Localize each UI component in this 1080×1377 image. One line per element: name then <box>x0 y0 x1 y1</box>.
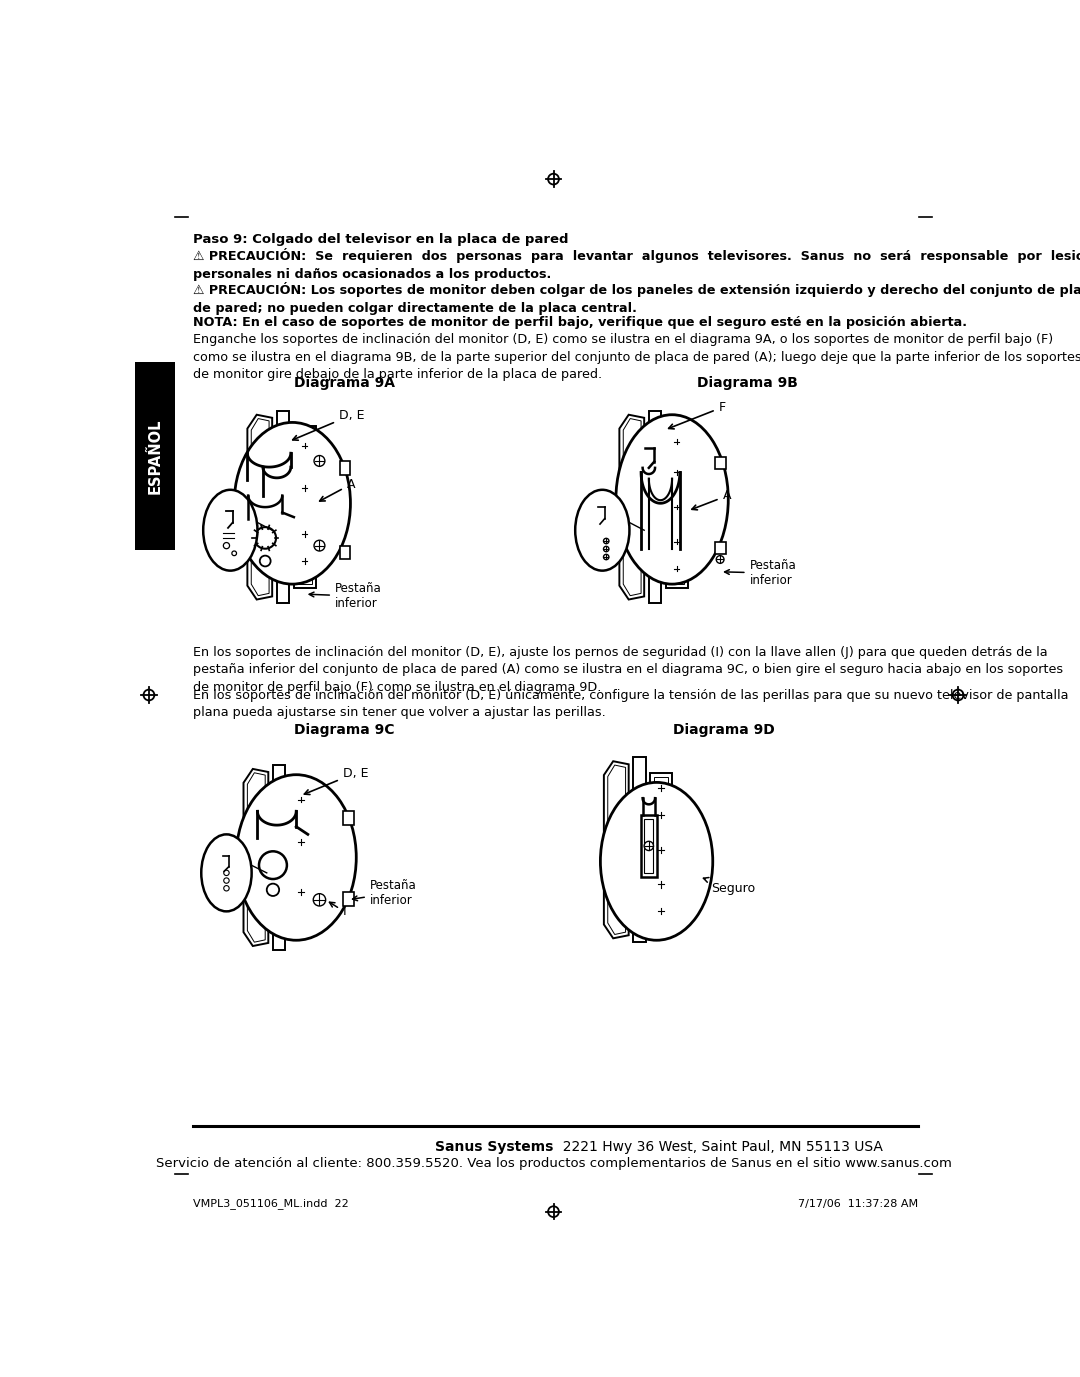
Text: Enganche los soportes de inclinación del monitor (D, E) como se ilustra en el di: Enganche los soportes de inclinación del… <box>193 333 1080 381</box>
Text: ⚠ PRECAUCIÓN:  Se  requieren  dos  personas  para  levantar  algunos  televisore: ⚠ PRECAUCIÓN: Se requieren dos personas … <box>193 248 1080 281</box>
Polygon shape <box>619 414 644 599</box>
Polygon shape <box>247 772 266 942</box>
Ellipse shape <box>616 414 728 584</box>
Text: ⚠ PRECAUCIÓN: Los soportes de monitor deben colgar de los paneles de extensión i: ⚠ PRECAUCIÓN: Los soportes de monitor de… <box>193 282 1080 315</box>
Circle shape <box>314 540 325 551</box>
Circle shape <box>658 845 665 854</box>
Bar <box>670 430 684 584</box>
Circle shape <box>604 538 609 544</box>
Circle shape <box>224 870 229 876</box>
Bar <box>276 410 289 603</box>
Bar <box>294 427 315 588</box>
Bar <box>342 892 353 906</box>
Circle shape <box>267 884 279 896</box>
Text: Pestaña
inferior: Pestaña inferior <box>352 879 417 906</box>
Circle shape <box>301 442 308 449</box>
Ellipse shape <box>203 490 257 570</box>
Circle shape <box>313 894 326 906</box>
Text: Diagrama 9C: Diagrama 9C <box>294 723 394 737</box>
Circle shape <box>674 538 679 545</box>
Text: 7/17/06  11:37:28 AM: 7/17/06 11:37:28 AM <box>798 1198 918 1209</box>
Bar <box>340 545 350 559</box>
Text: ESPAÑOL: ESPAÑOL <box>148 419 163 494</box>
Circle shape <box>674 439 679 445</box>
Circle shape <box>644 841 653 851</box>
Circle shape <box>301 558 308 565</box>
Polygon shape <box>623 419 642 596</box>
Bar <box>715 457 726 470</box>
Ellipse shape <box>234 423 350 584</box>
Circle shape <box>224 885 229 891</box>
Text: D, E: D, E <box>293 409 364 441</box>
Circle shape <box>658 811 665 819</box>
Ellipse shape <box>600 782 713 940</box>
Ellipse shape <box>201 834 252 912</box>
Text: En los soportes de inclinación del monitor (D, E), ajuste los pernos de segurida: En los soportes de inclinación del monit… <box>193 646 1063 694</box>
Bar <box>291 781 312 935</box>
Text: A: A <box>692 489 731 509</box>
Bar <box>654 777 669 923</box>
Text: Diagrama 9B: Diagrama 9B <box>697 376 798 390</box>
Text: Paso 9: Colgado del televisor en la placa de pared: Paso 9: Colgado del televisor en la plac… <box>193 233 569 246</box>
Circle shape <box>224 879 229 883</box>
Circle shape <box>301 530 308 537</box>
Text: A: A <box>320 478 355 501</box>
Bar <box>649 410 661 603</box>
Circle shape <box>297 796 305 803</box>
Circle shape <box>674 566 679 571</box>
Circle shape <box>658 907 665 916</box>
Bar <box>650 772 672 927</box>
Bar <box>342 811 353 825</box>
Bar <box>340 461 350 475</box>
Circle shape <box>224 543 230 548</box>
Text: Diagrama 9D: Diagrama 9D <box>673 723 774 737</box>
Circle shape <box>255 527 276 548</box>
Circle shape <box>314 456 325 467</box>
Text: NOTA: En el caso de soportes de monitor de perfil bajo, verifique que el seguro : NOTA: En el caso de soportes de monitor … <box>193 317 967 329</box>
Circle shape <box>297 839 305 845</box>
Circle shape <box>604 547 609 552</box>
Polygon shape <box>604 761 629 938</box>
Text: Servicio de atención al cliente: 800.359.5520. Vea los productos complementarios: Servicio de atención al cliente: 800.359… <box>156 1157 951 1170</box>
Bar <box>135 362 175 551</box>
Circle shape <box>297 888 305 895</box>
Circle shape <box>301 485 308 492</box>
Text: I: I <box>329 902 347 918</box>
Bar <box>273 766 285 950</box>
Text: Pestaña
inferior: Pestaña inferior <box>309 582 381 610</box>
Circle shape <box>260 556 271 566</box>
Circle shape <box>716 556 724 563</box>
Text: VMPL3_051106_ML.indd  22: VMPL3_051106_ML.indd 22 <box>193 1198 349 1209</box>
Circle shape <box>232 551 237 556</box>
Circle shape <box>674 504 679 511</box>
Bar <box>666 427 688 588</box>
Bar <box>715 541 726 554</box>
Text: Sanus Systems: Sanus Systems <box>435 1140 554 1154</box>
Bar <box>298 430 312 584</box>
Circle shape <box>674 470 679 475</box>
Circle shape <box>658 880 665 888</box>
Circle shape <box>658 785 665 792</box>
Ellipse shape <box>576 490 630 570</box>
Text: D, E: D, E <box>305 767 368 795</box>
Text: En los soportes de inclinación del monitor (D, E) únicamente, configure la tensi: En los soportes de inclinación del monit… <box>193 688 1068 719</box>
Polygon shape <box>247 414 272 599</box>
Bar <box>294 785 308 931</box>
Polygon shape <box>608 766 625 935</box>
Ellipse shape <box>237 775 356 940</box>
Polygon shape <box>252 419 269 596</box>
Text: 2221 Hwy 36 West, Saint Paul, MN 55113 USA: 2221 Hwy 36 West, Saint Paul, MN 55113 U… <box>554 1140 882 1154</box>
Text: Seguro: Seguro <box>703 877 755 895</box>
Circle shape <box>259 851 287 879</box>
Bar <box>633 757 646 942</box>
Polygon shape <box>243 768 268 946</box>
Circle shape <box>604 555 609 559</box>
Text: Pestaña
inferior: Pestaña inferior <box>725 559 796 587</box>
Text: F: F <box>669 401 726 428</box>
Bar <box>642 815 657 877</box>
Text: Diagrama 9A: Diagrama 9A <box>294 376 395 390</box>
Bar <box>644 819 653 873</box>
